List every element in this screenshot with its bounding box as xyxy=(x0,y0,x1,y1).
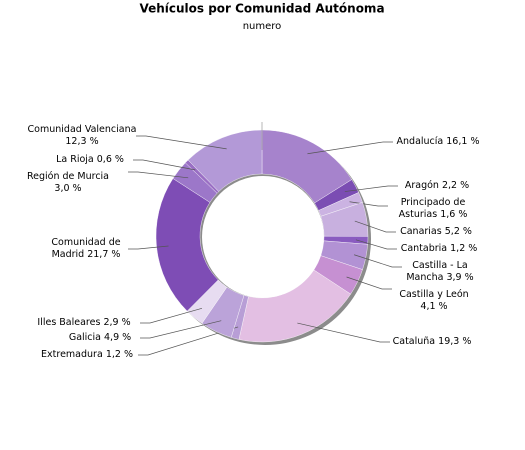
slice-category: Castilla - La Mancha xyxy=(406,260,468,283)
slice-value: 5,2 % xyxy=(444,226,472,237)
slice-category: Canarias xyxy=(400,226,442,237)
slice-label: Illes Baleares 2,9 % xyxy=(29,317,139,329)
leader-line xyxy=(138,326,239,356)
slice-category: Principado de Asturias xyxy=(398,197,466,220)
slice-category: Galicia xyxy=(68,332,101,343)
slice-category: Andalucía xyxy=(396,136,444,147)
slice-label: Principado de Asturias 1,6 % xyxy=(393,197,473,221)
slice-value: 12,3 % xyxy=(65,136,99,147)
slice-category: Región de Murcia xyxy=(26,171,110,182)
slice-value: 4,9 % xyxy=(104,332,132,343)
slice-category: Extremadura xyxy=(41,349,103,360)
slice-label: Andalucía 16,1 % xyxy=(383,136,493,148)
slice-label: Cantabria 1,2 % xyxy=(394,243,484,255)
slice-category: Comunidad de Madrid xyxy=(51,237,121,260)
slice-label: Castilla - La Mancha 3,9 % xyxy=(400,260,480,284)
slice-value: 2,2 % xyxy=(441,180,470,191)
leader-line xyxy=(128,245,169,250)
slice-value: 0,6 % xyxy=(96,154,124,165)
slice-value: 19,3 % xyxy=(438,336,472,347)
slice-category: Aragón xyxy=(404,180,439,191)
leader-line xyxy=(354,254,402,268)
chart-subtitle: numero xyxy=(243,21,282,32)
slice-label: Extremadura 1,2 % xyxy=(32,349,142,361)
slice-label: Canarias 5,2 % xyxy=(391,226,481,238)
slice-label: La Rioja 0,6 % xyxy=(40,154,140,166)
leader-line xyxy=(344,185,398,192)
slice-value: 1,6 % xyxy=(440,209,468,220)
slice-category: La Rioja xyxy=(56,154,94,165)
slice-value: 1,2 % xyxy=(105,349,133,360)
slice-label: Región de Murcia 3,0 % xyxy=(18,171,118,195)
leader-line xyxy=(355,239,397,250)
slice-category: Illes Baleares xyxy=(37,317,101,328)
slice-value: 16,1 % xyxy=(446,136,480,147)
leader-line xyxy=(133,159,196,171)
slice-value: 3,9 % xyxy=(446,272,474,283)
leader-line xyxy=(297,322,390,343)
slice-category: Cataluña xyxy=(392,336,436,347)
leader-line xyxy=(140,320,222,339)
slice-category: Castilla y León xyxy=(399,289,469,300)
slice-label: Cataluña 19,3 % xyxy=(387,336,477,348)
chart-title: Vehículos por Comunidad Autónoma xyxy=(139,2,384,16)
leader-line xyxy=(349,201,388,207)
slice-label: Galicia 4,9 % xyxy=(55,332,145,344)
slice-value: 21,7 % xyxy=(87,249,121,260)
leader-line xyxy=(354,220,396,233)
slice-label: Comunidad de Madrid 21,7 % xyxy=(46,237,126,261)
leader-line xyxy=(128,171,189,179)
slice-value: 3,0 % xyxy=(54,183,82,194)
slice-category: Comunidad Valenciana xyxy=(27,124,137,135)
leader-line xyxy=(307,141,393,155)
slice-category: Cantabria xyxy=(400,243,448,254)
slice-value: 4,1 % xyxy=(420,301,448,312)
slice-value: 2,9 % xyxy=(103,317,131,328)
leader-line xyxy=(346,276,392,290)
leader-line xyxy=(140,307,203,324)
slice-label: Comunidad Valenciana 12,3 % xyxy=(27,124,137,148)
slice-label: Castilla y León 4,1 % xyxy=(394,289,474,313)
inner-hole xyxy=(202,176,324,298)
leader-line xyxy=(136,135,227,150)
slice-value: 1,2 % xyxy=(450,243,478,254)
slice-label: Aragón 2,2 % xyxy=(392,180,482,192)
